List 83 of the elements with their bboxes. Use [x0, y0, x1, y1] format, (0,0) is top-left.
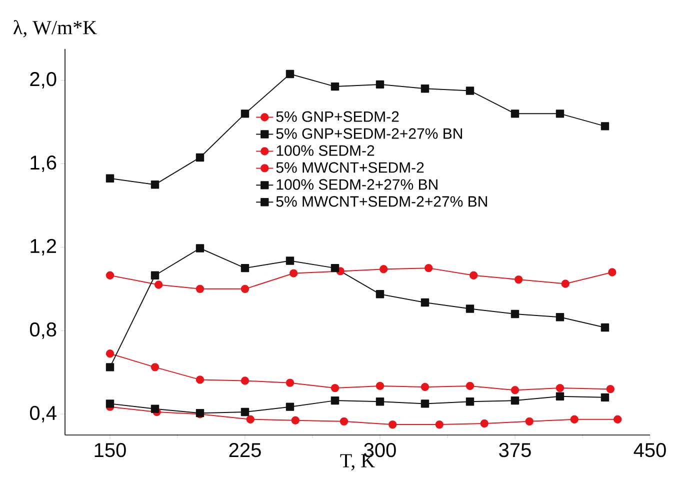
point — [388, 420, 397, 429]
point — [340, 417, 348, 426]
point — [510, 110, 520, 118]
point — [196, 244, 204, 252]
point — [525, 417, 534, 426]
point — [376, 80, 384, 89]
y-tick-label: 0,8 — [30, 322, 56, 339]
y-tick-label: 0,4 — [30, 406, 56, 422]
point — [480, 419, 488, 428]
legend-label: 5% MWCNT+SEDM-2+27% BN — [276, 196, 487, 207]
point — [510, 396, 520, 405]
point — [556, 110, 564, 118]
legend-label: 100% SEDM-2 — [276, 145, 374, 156]
point — [514, 275, 523, 284]
point — [290, 269, 298, 278]
point — [286, 378, 294, 387]
point — [510, 386, 520, 394]
point — [466, 398, 474, 406]
point — [608, 268, 616, 276]
y-tick-label: 2,0 — [30, 72, 56, 89]
point — [196, 153, 204, 162]
point — [380, 265, 388, 274]
point — [376, 382, 384, 390]
point — [150, 363, 160, 372]
point — [330, 396, 340, 405]
x-tick-label: 450 — [634, 442, 666, 458]
point — [106, 271, 114, 280]
point — [106, 174, 114, 182]
point — [420, 382, 430, 392]
point — [106, 363, 114, 372]
point — [556, 392, 564, 400]
y-tick-label: 1,2 — [30, 238, 56, 256]
point — [606, 384, 614, 394]
legend-label: 5% GNP+SEDM-2 — [276, 111, 399, 122]
point — [510, 310, 520, 318]
point — [600, 393, 610, 402]
x-tick-label: 375 — [499, 442, 531, 458]
point — [556, 313, 564, 322]
point — [570, 415, 578, 424]
point — [154, 280, 163, 289]
point — [150, 404, 160, 414]
point — [600, 122, 610, 130]
point — [376, 290, 384, 298]
point — [150, 180, 160, 189]
point — [150, 271, 160, 280]
point — [600, 323, 610, 332]
point — [470, 271, 478, 280]
legend-label: 5% MWCNT+SEDM-2 — [276, 162, 424, 173]
point — [466, 304, 474, 313]
point — [106, 400, 114, 408]
point — [614, 415, 622, 424]
point — [330, 384, 340, 392]
point — [561, 280, 570, 288]
point — [420, 298, 430, 307]
point — [435, 420, 444, 429]
point — [330, 82, 340, 91]
legend-label: 5% GNP+SEDM-2+27% BN — [276, 128, 462, 139]
point — [556, 384, 564, 392]
point — [286, 70, 294, 78]
y-tick-label: 1,6 — [30, 155, 56, 172]
point — [240, 284, 250, 294]
point — [420, 400, 430, 408]
point — [240, 376, 250, 385]
point — [286, 256, 294, 265]
point — [196, 376, 204, 384]
point — [286, 402, 294, 411]
point — [106, 350, 114, 358]
point — [240, 264, 250, 272]
y-axis-title: λ, W/m*K — [13, 20, 97, 38]
point — [240, 110, 250, 118]
point — [466, 382, 474, 390]
x-tick-label: 150 — [94, 442, 126, 458]
point — [466, 86, 474, 95]
point — [330, 264, 340, 272]
legend-label: 100% SEDM-2+27% BN — [276, 179, 438, 190]
point — [240, 408, 250, 416]
point — [246, 415, 255, 424]
x-tick-label: 225 — [229, 442, 261, 458]
point — [424, 264, 433, 272]
point — [291, 416, 300, 424]
point — [420, 84, 430, 93]
point — [196, 284, 204, 294]
point — [376, 398, 384, 406]
